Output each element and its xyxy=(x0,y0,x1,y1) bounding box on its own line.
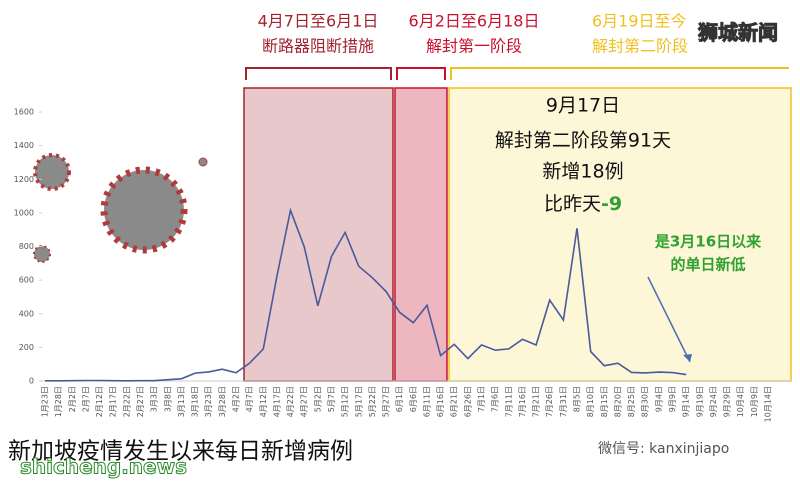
x-tick-label: 2月7日 xyxy=(81,386,90,412)
note: 的单日新低 xyxy=(670,256,745,274)
annotation: 比昨天 xyxy=(544,193,601,215)
x-tick-label: 6月26日 xyxy=(463,386,472,417)
x-tick-label: 6月1日 xyxy=(395,386,404,412)
note-arrow xyxy=(683,354,692,362)
y-tick-label: 1600 xyxy=(14,108,34,117)
x-tick-label: 10月9日 xyxy=(750,386,759,417)
bracket xyxy=(396,67,446,80)
data-line xyxy=(45,207,687,382)
y-tick-label: 1400 xyxy=(14,141,34,150)
annotation: 9月17日 xyxy=(546,95,620,117)
x-tick-label: 4月27日 xyxy=(300,386,309,417)
x-tick-label: 7月16日 xyxy=(518,386,527,417)
x-tick-label: 2月17日 xyxy=(109,386,118,417)
annotation: 比昨天-9 xyxy=(544,193,622,215)
period-title: 4月7日至6月1日 xyxy=(258,12,379,31)
x-tick-label: 6月21日 xyxy=(450,386,459,417)
x-tick-label: 7月21日 xyxy=(532,386,541,417)
y-tick-label: 0 xyxy=(29,377,34,386)
x-tick-label: 10月4日 xyxy=(736,386,745,417)
y-tick-label: 1200 xyxy=(14,175,34,184)
site-watermark: shicheng.news xyxy=(20,455,187,479)
x-tick-label: 3月13日 xyxy=(177,386,186,417)
x-tick-label: 8月30日 xyxy=(641,386,650,417)
x-tick-label: 5月2日 xyxy=(313,386,322,412)
x-tick-label: 4月7日 xyxy=(245,386,254,412)
x-tick-label: 3月18日 xyxy=(191,386,200,417)
annotation: 解封第二阶段第91天 xyxy=(495,130,671,152)
x-tick-label: 9月24日 xyxy=(709,386,718,417)
x-tick-label: 2月22日 xyxy=(122,386,131,417)
x-tick-label: 2月2日 xyxy=(68,386,77,412)
note: 是3月16日以来 xyxy=(654,233,762,251)
x-tick-label: 7月1日 xyxy=(477,386,486,412)
x-tick-label: 3月23日 xyxy=(204,386,213,417)
x-tick-label: 4月22日 xyxy=(286,386,295,417)
period-title: 6月2日至6月18日 xyxy=(409,12,540,31)
x-tick-label: 10月14日 xyxy=(764,386,773,422)
x-tick-label: 5月12日 xyxy=(341,386,350,417)
x-tick-label: 8月10日 xyxy=(586,386,595,417)
x-tick-label: 5月7日 xyxy=(327,386,336,412)
x-tick-label: 5月22日 xyxy=(368,386,377,417)
annotation: 新增18例 xyxy=(542,161,623,183)
x-tick-label: 5月27日 xyxy=(382,386,391,417)
x-tick-label: 8月15日 xyxy=(600,386,609,417)
x-tick-label: 7月26日 xyxy=(545,386,554,417)
y-tick-label: 200 xyxy=(19,343,34,352)
virus-decoration xyxy=(33,153,208,263)
y-tick-label: 1000 xyxy=(14,208,34,217)
x-tick-label: 7月11日 xyxy=(504,386,513,417)
x-tick-label: 9月19日 xyxy=(695,386,704,417)
x-tick-label: 2月12日 xyxy=(95,386,104,417)
x-tick-label: 4月12日 xyxy=(259,386,268,417)
x-tick-label: 6月16日 xyxy=(436,386,445,417)
y-tick-label: 600 xyxy=(19,276,34,285)
y-tick-label: 400 xyxy=(19,309,34,318)
x-tick-label: 8月20日 xyxy=(613,386,622,417)
x-tick-label: 9月4日 xyxy=(654,386,663,412)
annotation-change: -9 xyxy=(601,193,622,215)
period-title: 6月19日至今 xyxy=(592,12,687,31)
period-shade xyxy=(394,87,448,382)
period-shade xyxy=(243,87,394,382)
x-tick-label: 7月31日 xyxy=(559,386,568,417)
x-tick-label: 9月14日 xyxy=(682,386,691,417)
x-tick-label: 1月23日 xyxy=(41,386,50,417)
period-shade xyxy=(448,87,792,382)
x-tick-label: 6月6日 xyxy=(409,386,418,412)
x-tick-label: 2月27日 xyxy=(136,386,145,417)
x-tick-label: 6月11日 xyxy=(422,386,431,417)
x-tick-label: 8月25日 xyxy=(627,386,636,417)
bracket xyxy=(245,67,392,80)
x-tick-label: 9月29日 xyxy=(723,386,732,417)
x-tick-label: 3月28日 xyxy=(218,386,227,417)
x-tick-label: 9月9日 xyxy=(668,386,677,412)
period-subtitle: 断路器阻断措施 xyxy=(262,37,374,56)
period-subtitle: 解封第二阶段 xyxy=(592,37,688,56)
x-tick-label: 7月6日 xyxy=(491,386,500,412)
brand-watermark: 狮城新闻 xyxy=(698,21,778,45)
bracket xyxy=(450,67,789,80)
x-tick-label: 3月3日 xyxy=(150,386,159,412)
y-tick-label: 800 xyxy=(19,242,34,251)
chart-title: 新加坡疫情发生以来每日新增病例 xyxy=(8,439,353,465)
x-tick-label: 4月2日 xyxy=(231,386,240,412)
x-tick-label: 5月17日 xyxy=(354,386,363,417)
wechat-watermark: 微信号: kanxinjiapo xyxy=(598,441,729,457)
x-tick-label: 8月5日 xyxy=(573,386,582,412)
x-tick-label: 4月17日 xyxy=(272,386,281,417)
period-subtitle: 解封第一阶段 xyxy=(426,37,522,56)
x-tick-label: 3月8日 xyxy=(163,386,172,412)
note-arrow xyxy=(647,276,691,363)
x-tick-label: 1月28日 xyxy=(54,386,63,417)
